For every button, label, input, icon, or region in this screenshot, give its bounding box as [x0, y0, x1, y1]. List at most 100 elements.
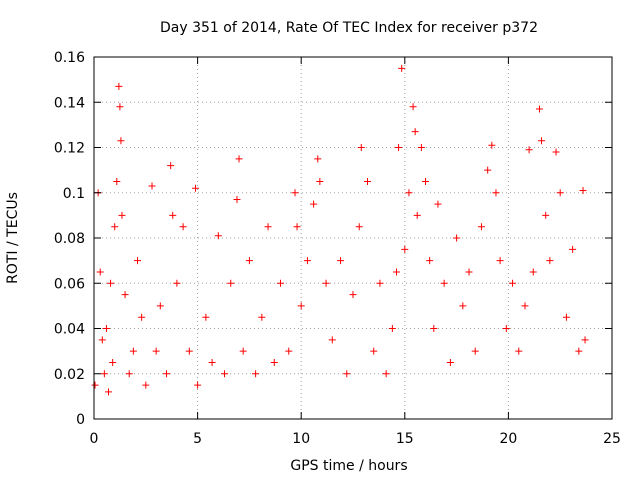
- y-tick-label: 0.04: [54, 322, 85, 338]
- data-point: [401, 245, 409, 253]
- x-tick-label: 5: [193, 431, 202, 447]
- data-point: [152, 347, 160, 355]
- data-point: [258, 313, 266, 321]
- data-point: [167, 162, 175, 170]
- y-tick-label: 0.02: [54, 367, 85, 383]
- data-point: [91, 381, 99, 389]
- data-point: [521, 302, 529, 310]
- data-point: [314, 155, 322, 163]
- data-point: [322, 279, 330, 287]
- data-point: [529, 268, 537, 276]
- data-point: [502, 325, 510, 332]
- data-point: [398, 64, 406, 72]
- data-point: [107, 279, 115, 287]
- data-point: [459, 302, 467, 310]
- data-point: [393, 268, 401, 276]
- data-point: [276, 279, 284, 287]
- data-point: [156, 302, 164, 310]
- data-point: [417, 144, 425, 151]
- data-point: [96, 268, 104, 276]
- data-point: [355, 223, 363, 231]
- data-point: [125, 370, 133, 378]
- data-point: [446, 358, 454, 366]
- data-point: [370, 347, 378, 355]
- y-tick-label: 0.16: [54, 50, 85, 66]
- x-tick-label: 25: [603, 431, 621, 447]
- data-point: [395, 144, 403, 151]
- data-point: [270, 358, 278, 366]
- data-point: [192, 184, 200, 192]
- data-point: [264, 223, 272, 231]
- chart-title: Day 351 of 2014, Rate Of TEC Index for r…: [160, 20, 538, 36]
- y-tick-label: 0.14: [54, 95, 85, 111]
- data-layer: [91, 64, 589, 396]
- data-point: [440, 279, 448, 287]
- data-point: [349, 291, 357, 299]
- data-point: [245, 257, 253, 265]
- data-point: [163, 370, 171, 378]
- data-point: [465, 268, 473, 276]
- data-point: [413, 211, 421, 219]
- x-tick-label: 20: [499, 431, 517, 447]
- data-point: [477, 223, 485, 231]
- data-point: [202, 313, 210, 321]
- data-point: [173, 279, 181, 287]
- data-point: [492, 189, 500, 197]
- data-point: [118, 211, 126, 219]
- data-point: [138, 313, 146, 321]
- data-point: [208, 358, 216, 366]
- data-point: [105, 388, 113, 396]
- data-point: [405, 189, 413, 197]
- x-tick-label: 15: [396, 431, 414, 447]
- data-point: [484, 166, 492, 174]
- data-point: [337, 257, 345, 265]
- data-point: [235, 155, 243, 163]
- data-point: [98, 336, 106, 344]
- data-point: [382, 370, 390, 378]
- data-point: [129, 347, 137, 355]
- data-point: [328, 336, 336, 344]
- data-point: [115, 82, 123, 90]
- y-tick-label: 0: [76, 412, 85, 428]
- data-point: [409, 103, 417, 111]
- data-point: [343, 370, 351, 378]
- data-point: [233, 196, 241, 204]
- data-point: [515, 347, 523, 355]
- data-point: [102, 325, 110, 332]
- tick-layer: 0 0.02 0.04 0.06 0.08 0.1 0.12 0.14 0.16 0 5 10 15 20…: [54, 50, 621, 447]
- data-point: [376, 279, 384, 287]
- data-point: [121, 291, 129, 299]
- data-point: [214, 232, 222, 240]
- data-point: [364, 177, 372, 185]
- data-point: [357, 144, 365, 151]
- data-point: [239, 347, 247, 355]
- data-point: [142, 381, 150, 389]
- data-point: [525, 146, 533, 154]
- y-tick-label: 0.06: [54, 276, 85, 292]
- y-tick-label: 0.1: [63, 186, 85, 202]
- y-tick-label: 0.08: [54, 231, 85, 247]
- data-point: [227, 279, 235, 287]
- data-point: [291, 189, 299, 197]
- data-point: [310, 200, 318, 208]
- data-point: [542, 211, 550, 219]
- data-point: [535, 105, 543, 113]
- data-point: [252, 370, 260, 378]
- data-point: [169, 211, 177, 219]
- data-point: [556, 189, 564, 197]
- x-axis-label: GPS time / hours: [290, 458, 407, 474]
- data-point: [426, 257, 434, 265]
- data-point: [430, 325, 438, 332]
- data-point: [488, 141, 496, 149]
- x-tick-label: 0: [90, 431, 99, 447]
- data-point: [185, 347, 193, 355]
- grid-layer: [94, 57, 612, 419]
- data-point: [116, 103, 124, 111]
- data-point: [297, 302, 305, 310]
- data-point: [579, 186, 587, 194]
- data-point: [221, 370, 229, 378]
- data-point: [434, 200, 442, 208]
- data-point: [422, 177, 430, 185]
- data-point: [194, 381, 202, 389]
- data-point: [509, 279, 517, 287]
